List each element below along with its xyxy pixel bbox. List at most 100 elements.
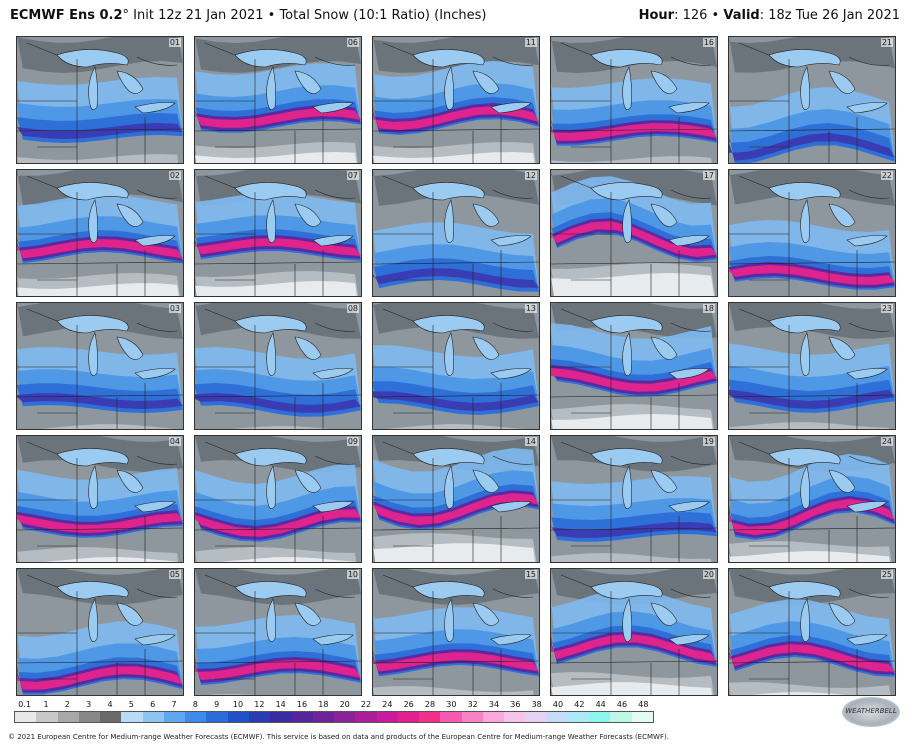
legend-tick-label: 6 (150, 700, 156, 709)
snowfall-map (729, 303, 895, 429)
valid-label: Valid (723, 8, 760, 23)
legend-tick-label: 48 (638, 700, 649, 709)
legend-tick-label: 3 (86, 700, 92, 709)
ensemble-member-panel: 02 (16, 169, 184, 297)
legend-swatch (291, 712, 313, 722)
member-number: 09 (346, 437, 359, 446)
member-number: 11 (524, 38, 537, 47)
legend-swatch (15, 712, 37, 722)
ensemble-member-panel: 12 (372, 169, 540, 297)
snowfall-map (17, 303, 183, 429)
legend-tick-label: 20 (339, 700, 350, 709)
legend-tick-label: 34 (488, 700, 500, 709)
legend-swatch (376, 712, 398, 722)
map-title: ECMWF Ens 0.2° Init 12z 21 Jan 2021 • To… (10, 8, 487, 23)
legend-swatch (142, 712, 164, 722)
ensemble-member-panel: 04 (16, 435, 184, 563)
member-number: 02 (168, 171, 181, 180)
model-name: ECMWF Ens 0.2 (10, 8, 123, 23)
valid-value: : 18z Tue 26 Jan 2021 (759, 8, 900, 23)
snowfall-map (195, 170, 361, 296)
ensemble-member-panel: 19 (550, 435, 718, 563)
ensemble-member-panel: 07 (194, 169, 362, 297)
snowfall-map (373, 37, 539, 163)
ensemble-member-panel: 17 (550, 169, 718, 297)
legend-swatch (355, 712, 377, 722)
ensemble-member-panel: 03 (16, 302, 184, 430)
legend-tick-label: 28 (424, 700, 436, 709)
legend-tick-label: 5 (128, 700, 134, 709)
legend-tick-label: 2 (64, 700, 70, 709)
legend-swatch (589, 712, 611, 722)
hour-label: Hour (638, 8, 675, 23)
ensemble-member-panel: 22 (728, 169, 896, 297)
legend-tick-label: 4 (107, 700, 113, 709)
legend-tick-label: 26 (403, 700, 414, 709)
ensemble-member-panel: 08 (194, 302, 362, 430)
snowfall-map (373, 170, 539, 296)
member-number: 03 (168, 304, 181, 313)
copyright-footer: © 2021 European Centre for Medium-range … (8, 733, 669, 741)
member-number: 19 (702, 437, 715, 446)
member-number: 13 (524, 304, 537, 313)
member-number: 17 (702, 171, 715, 180)
legend-swatch (546, 712, 568, 722)
legend-swatch (482, 712, 505, 722)
legend-tick-label: 7 (171, 700, 177, 709)
snowfall-map (729, 569, 895, 695)
member-number: 24 (880, 437, 893, 446)
ensemble-member-panel: 15 (372, 568, 540, 696)
legend-tick-label: 42 (574, 700, 585, 709)
legend-tick-label: 10 (232, 700, 244, 709)
ensemble-member-panel: 10 (194, 568, 362, 696)
member-number: 25 (880, 570, 893, 579)
snowfall-map (551, 170, 717, 296)
snowfall-map (729, 37, 895, 163)
legend-swatch (206, 712, 228, 722)
member-number: 06 (346, 38, 359, 47)
legend-swatch (36, 712, 58, 722)
legend-tick-label: 12 (254, 700, 265, 709)
legend-swatch (78, 712, 101, 722)
member-number: 05 (168, 570, 181, 579)
valid-time: Hour: 126 • Valid: 18z Tue 26 Jan 2021 (639, 8, 900, 23)
legend-swatch (312, 712, 334, 722)
legend-swatch (163, 712, 186, 722)
member-number: 22 (880, 171, 893, 180)
legend-tick-label: 14 (275, 700, 286, 709)
init-info: ° Init 12z 21 Jan 2021 • Total Snow (10:… (122, 8, 487, 23)
legend-swatch (631, 712, 653, 722)
legend-swatch (185, 712, 207, 722)
legend-swatch (397, 712, 420, 722)
color-legend: 0.1 1 2 3 4 5 6 7 8 9 10 12 14 16 18 20 22 24 26 28 30 32 34 36… (14, 700, 654, 728)
legend-tick-label: 40 (552, 700, 564, 709)
legend-tick-label: 1 (43, 700, 49, 709)
snowfall-map (729, 436, 895, 562)
snowfall-map (373, 569, 539, 695)
ensemble-member-panel: 18 (550, 302, 718, 430)
snowfall-map (551, 303, 717, 429)
member-number: 07 (346, 171, 359, 180)
legend-swatch (440, 712, 462, 722)
snowfall-map (17, 37, 183, 163)
legend-swatch (567, 712, 590, 722)
legend-tick-label: 22 (360, 700, 372, 709)
legend-tick-label: 44 (595, 700, 606, 709)
snowfall-map (17, 170, 183, 296)
member-number: 08 (346, 304, 359, 313)
ensemble-member-panel: 25 (728, 568, 896, 696)
member-number: 23 (880, 304, 893, 313)
ensemble-member-panel: 13 (372, 302, 540, 430)
legend-tick-label: 46 (616, 700, 628, 709)
ensemble-member-panel: 05 (16, 568, 184, 696)
legend-colorbar (14, 711, 654, 723)
legend-tick-label: 38 (531, 700, 542, 709)
snowfall-map (195, 303, 361, 429)
legend-swatch (610, 712, 632, 722)
member-number: 15 (524, 570, 537, 579)
ensemble-member-panel: 16 (550, 36, 718, 164)
legend-swatch (57, 712, 79, 722)
header: ECMWF Ens 0.2° Init 12z 21 Jan 2021 • To… (0, 0, 914, 30)
legend-tick-label: 8 (192, 700, 198, 709)
legend-tick-label: 18 (318, 700, 329, 709)
